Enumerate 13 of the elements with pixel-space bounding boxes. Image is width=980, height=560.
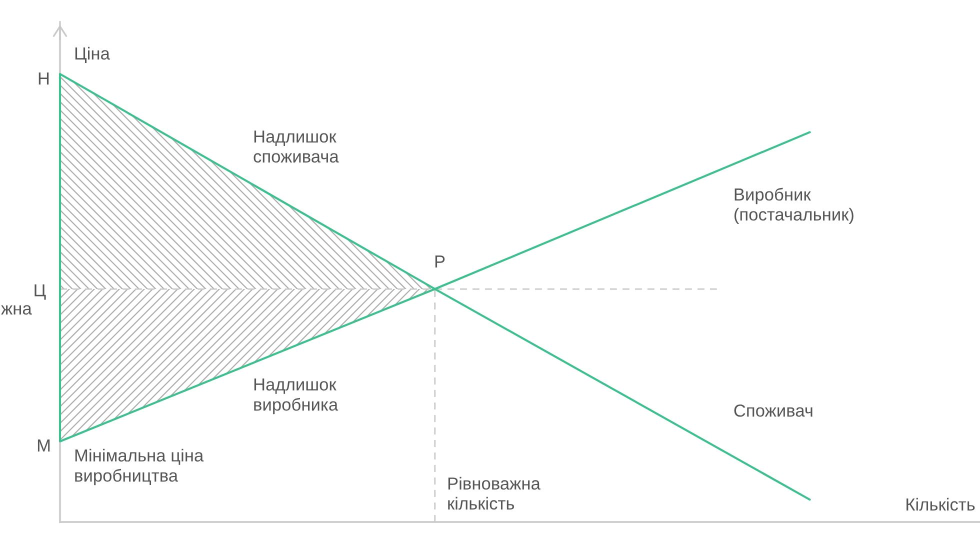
annotation: Мінімальна ціна виробництва: [75, 448, 204, 486]
text: Н: [38, 72, 49, 84]
annotation: Надлишок споживача: [254, 130, 339, 163]
ref-line-label: Ц: [34, 284, 46, 300]
annotation: Рівноважна кількість: [448, 476, 540, 510]
annotation: Р: [435, 256, 445, 268]
text: М: [38, 440, 50, 452]
y-axis-title: Ціна: [75, 46, 110, 63]
text: Споживач: [734, 404, 812, 417]
annotation: Надлишок виробника: [254, 378, 338, 414]
x-axis-title: Кількість: [906, 498, 975, 511]
text: жна: [1, 305, 32, 315]
series-label: Виробник (постачальник): [734, 188, 854, 224]
